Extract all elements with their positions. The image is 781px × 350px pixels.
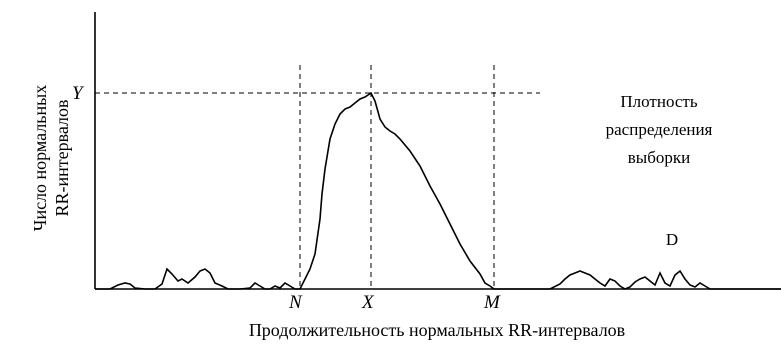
- density-curve: [95, 91, 781, 290]
- y-axis-title-line-1: Число нормальных: [30, 85, 50, 232]
- y-marker-label: Y: [72, 83, 85, 104]
- annotation-density-line-3: выборки: [628, 148, 690, 167]
- x-marker-label-n: N: [288, 292, 303, 313]
- x-axis-title: Продолжительность нормальных RR-интервал…: [249, 320, 625, 340]
- annotation-density-line-1: Плотность: [620, 92, 697, 111]
- x-marker-label-x: X: [361, 292, 375, 313]
- annotation-density-line-2: распределения: [606, 120, 713, 139]
- annotation-d: D: [666, 230, 678, 249]
- x-marker-label-m: M: [483, 292, 501, 313]
- y-axis-title-line-2: RR-интервалов: [52, 99, 72, 216]
